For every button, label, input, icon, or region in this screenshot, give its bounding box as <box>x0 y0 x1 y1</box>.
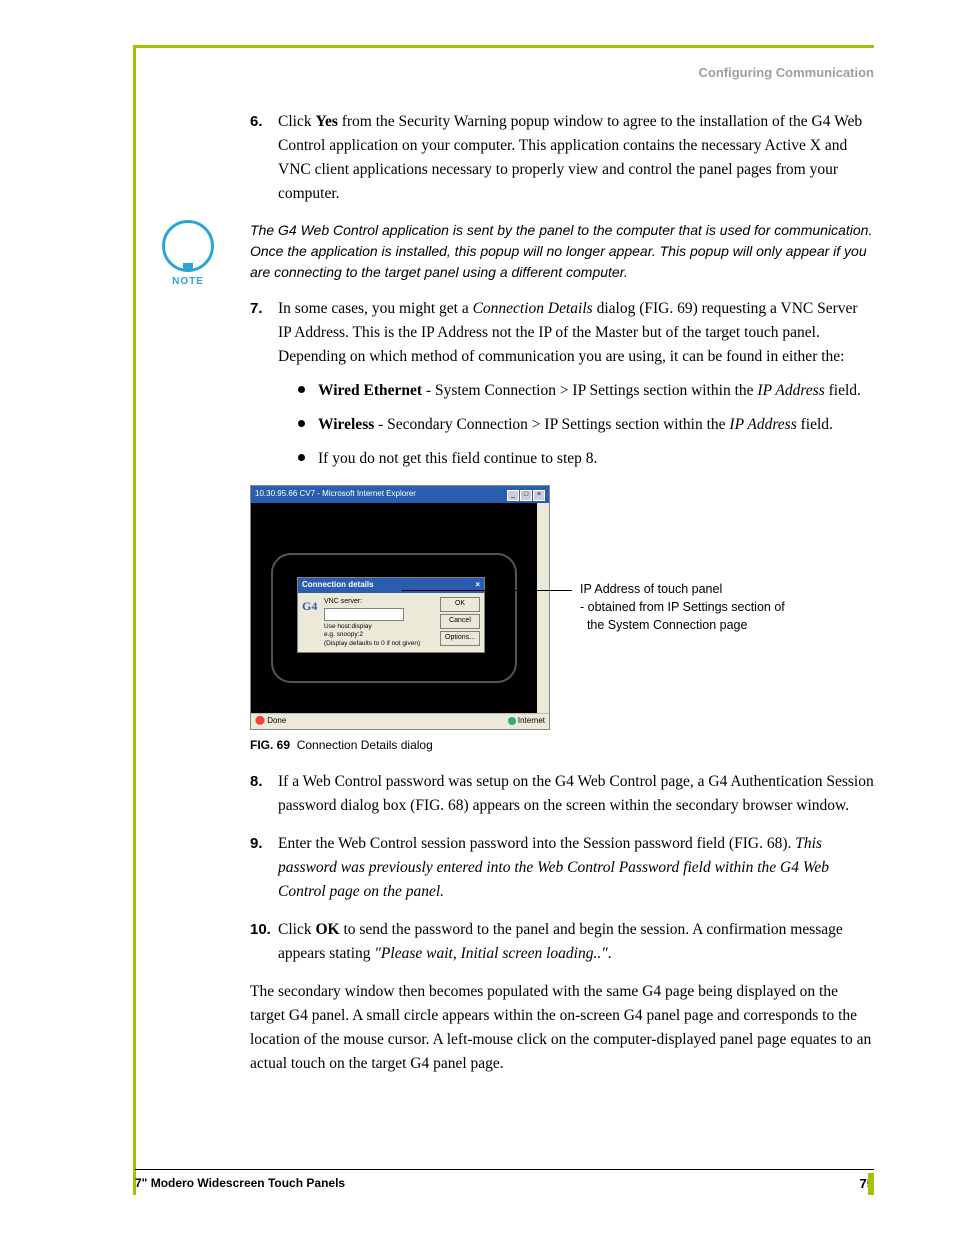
fig-label: FIG. 69 <box>250 738 290 752</box>
connection-dialog: Connection details × G4 VNC server: Use … <box>297 577 485 653</box>
step-num: 8. <box>250 770 263 793</box>
options-button[interactable]: Options... <box>440 631 480 646</box>
section-header: Configuring Communication <box>135 65 874 80</box>
callout-line-3: the System Connection page <box>580 616 785 634</box>
figure-callout: IP Address of touch panel - obtained fro… <box>580 580 785 634</box>
side-rule <box>133 45 136 1195</box>
browser-title: 10.30.95.66 CV7 - Microsoft Internet Exp… <box>255 488 416 501</box>
step-num: 9. <box>250 832 263 855</box>
footer-accent <box>868 1173 874 1195</box>
step-num: 10. <box>250 918 271 941</box>
footer-title: 7" Modero Widescreen Touch Panels <box>135 1176 345 1191</box>
steps-list-3: 8. If a Web Control password was setup o… <box>250 770 874 966</box>
hint-1: Use host:display <box>324 623 436 631</box>
step-text: Click Yes from the Security Warning popu… <box>278 113 862 202</box>
window-buttons: _□× <box>506 488 545 501</box>
vnc-label: VNC server: <box>324 597 436 608</box>
g4-logo: G4 <box>302 597 320 648</box>
step-8: 8. If a Web Control password was setup o… <box>250 770 874 818</box>
content: 6. Click Yes from the Security Warning p… <box>250 110 874 1076</box>
top-rule <box>135 45 874 48</box>
status-left: 🛑 Done <box>255 715 286 727</box>
step-6: 6. Click Yes from the Security Warning p… <box>250 110 874 206</box>
steps-list-2: 7. In some cases, you might get a Connec… <box>250 297 874 471</box>
note-label: NOTE <box>158 274 218 289</box>
ok-button[interactable]: OK <box>440 597 480 612</box>
step-text: Enter the Web Control session password i… <box>278 835 829 900</box>
step-10: 10. Click OK to send the password to the… <box>250 918 874 966</box>
footer: 7" Modero Widescreen Touch Panels 75 <box>135 1169 874 1191</box>
step-text: In some cases, you might get a Connectio… <box>278 300 858 365</box>
note-block: NOTE The G4 Web Control application is s… <box>140 220 874 283</box>
browser-titlebar: 10.30.95.66 CV7 - Microsoft Internet Exp… <box>251 486 549 503</box>
fig-text: Connection Details dialog <box>297 738 433 752</box>
step-text: Click OK to send the password to the pan… <box>278 921 843 962</box>
cancel-button[interactable]: Cancel <box>440 614 480 629</box>
closing-paragraph: The secondary window then becomes popula… <box>250 980 874 1076</box>
figure-screenshot: 10.30.95.66 CV7 - Microsoft Internet Exp… <box>250 485 550 729</box>
page: Configuring Communication 6. Click Yes f… <box>0 0 954 1235</box>
bullet-wired: Wired Ethernet - System Connection > IP … <box>292 379 874 403</box>
dialog-buttons: OK Cancel Options... <box>440 597 480 648</box>
hint-3: (Display defaults to 0 if not given) <box>324 640 436 648</box>
figure-caption: FIG. 69 Connection Details dialog <box>250 736 874 755</box>
globe-icon <box>508 717 516 725</box>
bullet-wireless: Wireless - Secondary Connection > IP Set… <box>292 413 874 437</box>
figure-wrap: 10.30.95.66 CV7 - Microsoft Internet Exp… <box>250 485 874 729</box>
step-num: 6. <box>250 110 263 133</box>
viewer-area: Connection details × G4 VNC server: Use … <box>251 503 549 713</box>
dialog-fields: VNC server: Use host:display e.g. snoopy… <box>324 597 436 648</box>
callout-line <box>402 590 572 591</box>
step-7: 7. In some cases, you might get a Connec… <box>250 297 874 471</box>
vnc-server-input[interactable] <box>324 608 404 621</box>
dialog-title: Connection details <box>302 579 374 591</box>
callout-line-2: - obtained from IP Settings section of <box>580 598 785 616</box>
bullet-list: Wired Ethernet - System Connection > IP … <box>292 379 874 471</box>
lightbulb-icon <box>162 220 214 272</box>
step-9: 9. Enter the Web Control session passwor… <box>250 832 874 904</box>
callout-line-1: IP Address of touch panel <box>580 580 785 598</box>
bullet-skip: If you do not get this field continue to… <box>292 447 874 471</box>
note-text: The G4 Web Control application is sent b… <box>250 222 872 280</box>
note-icon: NOTE <box>158 220 218 289</box>
steps-list: 6. Click Yes from the Security Warning p… <box>250 110 874 206</box>
dialog-body: G4 VNC server: Use host:display e.g. sno… <box>298 593 484 652</box>
status-right: Internet <box>508 715 545 727</box>
hint-2: e.g. snoopy:2 <box>324 631 436 639</box>
status-bar: 🛑 Done Internet <box>251 713 549 728</box>
step-num: 7. <box>250 297 263 320</box>
step-text: If a Web Control password was setup on t… <box>278 773 874 814</box>
